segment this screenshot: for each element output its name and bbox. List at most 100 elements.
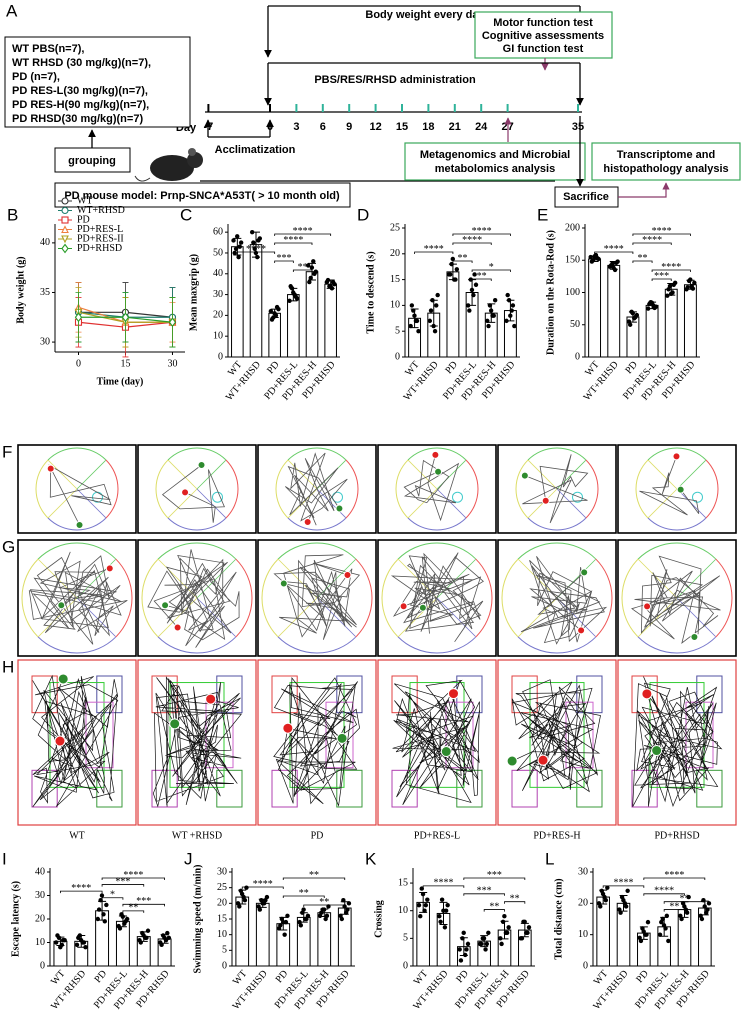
- y-tick-label: 0: [403, 960, 408, 971]
- data-point: [508, 313, 513, 318]
- data-point: [74, 942, 80, 948]
- data-point: [83, 945, 88, 950]
- data-point: [324, 913, 330, 919]
- x-tick-label: WT: [49, 968, 67, 987]
- data-point: [412, 313, 417, 318]
- track-path: [48, 464, 112, 526]
- significance-label: ****: [434, 878, 454, 889]
- pool-edge: [397, 542, 477, 560]
- track-path: [390, 552, 484, 643]
- track-path: [161, 464, 225, 523]
- y-tick-label: 40: [40, 237, 50, 248]
- pool-edge: [47, 517, 107, 531]
- data-point: [668, 291, 674, 296]
- y-tick-label: 5: [403, 933, 408, 944]
- significance-bracket: [632, 260, 653, 263]
- zone: [96, 769, 123, 808]
- track-path: [273, 554, 361, 640]
- group-label: PD: [311, 830, 324, 841]
- data-point: [117, 926, 123, 931]
- data-point: [166, 935, 172, 940]
- quadrant-line: [158, 597, 198, 637]
- start-marker: [335, 504, 344, 513]
- data-point: [408, 323, 413, 329]
- data-point: [278, 923, 283, 928]
- data-point: [237, 904, 242, 909]
- arrow: [618, 182, 670, 198]
- y-tick-label: 30: [578, 866, 588, 877]
- data-point: [102, 919, 107, 924]
- data-point: [416, 329, 421, 334]
- data-point: [486, 323, 491, 329]
- pool-edge: [277, 542, 357, 560]
- quadrant-line: [48, 488, 78, 518]
- test-label: Cognitive assessments: [482, 30, 604, 42]
- data-point: [638, 938, 644, 944]
- data-point: [321, 907, 327, 912]
- quadrant-line: [648, 460, 678, 490]
- significance-bracket: [422, 885, 465, 888]
- x-tick-label: PD: [454, 968, 471, 985]
- panel-letter: K: [365, 849, 377, 868]
- data-point: [510, 303, 516, 308]
- data-point: [293, 294, 298, 299]
- data-point: [282, 932, 287, 937]
- data-point: [684, 910, 690, 915]
- end-marker: [541, 496, 550, 505]
- y-tick-label: 10: [35, 937, 45, 948]
- quadrant-line: [316, 597, 356, 637]
- data-point: [328, 284, 333, 289]
- data-point: [251, 240, 256, 245]
- pool-edge: [527, 517, 587, 531]
- data-point: [525, 930, 530, 936]
- day-tick-label: 15: [396, 121, 408, 133]
- group-label: PD (n=7),: [12, 71, 60, 83]
- data-point: [706, 901, 712, 906]
- significance-label: ****: [293, 226, 313, 237]
- y-tick-label: 10: [390, 300, 400, 311]
- data-point: [447, 272, 453, 277]
- data-point: [260, 901, 265, 906]
- bar: [324, 283, 337, 358]
- significance-bracket: [483, 909, 505, 912]
- pool-edge: [261, 558, 279, 638]
- zone: [271, 769, 298, 808]
- y-tick-label: 5: [222, 945, 227, 956]
- data-point: [427, 318, 433, 324]
- pool-edge: [37, 542, 117, 560]
- data-point: [690, 286, 696, 291]
- start-marker: [336, 732, 348, 744]
- data-point: [686, 894, 691, 900]
- data-point: [472, 272, 477, 277]
- quadrant-line: [76, 460, 106, 490]
- x-tick-label: PD: [634, 968, 651, 985]
- data-point: [589, 259, 595, 264]
- significance-label: ***: [136, 896, 151, 907]
- mouse-icon: [134, 148, 203, 182]
- quadrant-line: [638, 597, 678, 637]
- end-marker: [577, 626, 586, 635]
- data-point: [435, 292, 440, 298]
- end-marker: [343, 571, 352, 580]
- track-path: [632, 676, 723, 808]
- bar: [255, 902, 270, 967]
- significance-label: **: [680, 893, 690, 904]
- data-point: [339, 916, 345, 922]
- data-point: [469, 287, 475, 293]
- significance-label: ****: [246, 244, 266, 255]
- data-point: [432, 329, 438, 334]
- y-tick-label: 50: [570, 319, 580, 330]
- data-point: [682, 904, 687, 909]
- y-axis-label: Mean maxgrip (g): [188, 254, 199, 331]
- data-point: [457, 947, 462, 952]
- data-point: [598, 904, 603, 909]
- y-tick-label: 0: [575, 351, 580, 362]
- significance-label: ***: [487, 870, 502, 881]
- data-point: [488, 308, 494, 313]
- x-axis-label: Time (day): [97, 376, 144, 387]
- data-point: [287, 298, 292, 304]
- data-point: [437, 914, 442, 919]
- data-point: [269, 317, 275, 322]
- end-marker: [54, 735, 66, 747]
- data-point: [416, 902, 422, 908]
